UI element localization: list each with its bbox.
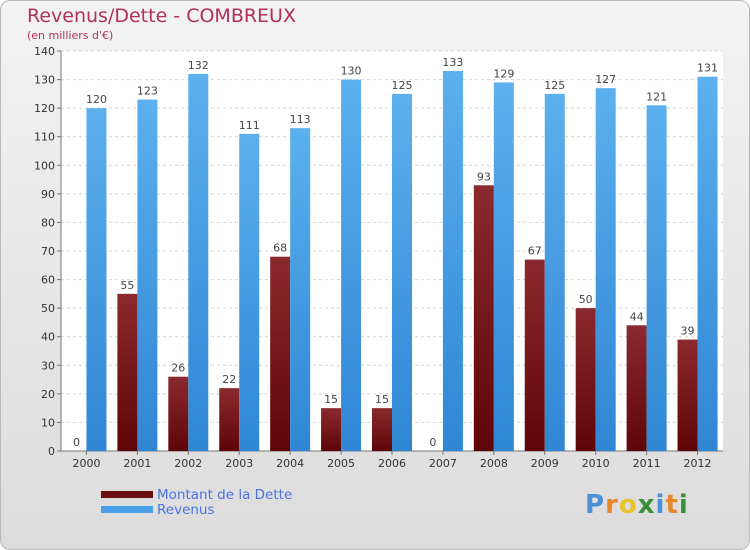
data-label-dette: 44 (630, 310, 644, 323)
bar-revenus (341, 79, 362, 452)
bar-dette (473, 185, 494, 452)
data-label-revenus: 129 (493, 67, 514, 80)
data-label-dette: 22 (222, 373, 236, 386)
legend-label-revenus: Revenus (157, 501, 215, 518)
data-label-dette: 55 (120, 279, 134, 292)
data-label-dette: 26 (171, 362, 185, 375)
logo-letter: o (618, 490, 638, 520)
data-label-revenus: 121 (646, 90, 667, 103)
x-tick-label: 2010 (582, 457, 610, 470)
x-tick-label: 2000 (72, 457, 100, 470)
bar-chart: 0 10 20 30 40 50 60 70 80 90 100 110 120 130 140 2000 0 1… (34, 45, 723, 470)
y-tick-label: 0 (48, 445, 55, 458)
bar-revenus (544, 93, 565, 451)
data-label-dette: 67 (528, 245, 542, 258)
logo-letter: x (637, 490, 656, 520)
data-label-revenus: 133 (442, 56, 463, 69)
legend-label-dette: Montant de la Dette (157, 486, 293, 503)
data-label-revenus: 125 (392, 79, 413, 92)
bar-dette (168, 376, 189, 451)
bar-revenus (493, 82, 514, 451)
data-label-revenus: 131 (697, 62, 718, 75)
bar-dette (626, 325, 647, 451)
y-tick-label: 30 (41, 359, 55, 372)
x-tick-label: 2003 (225, 457, 253, 470)
data-label-revenus: 132 (188, 59, 209, 72)
data-label-revenus: 120 (86, 93, 107, 106)
y-tick-label: 90 (41, 188, 55, 201)
data-label-dette: 93 (477, 170, 491, 183)
bar-revenus (239, 133, 260, 451)
x-tick-label: 2009 (531, 457, 559, 470)
y-tick-label: 40 (41, 331, 55, 344)
bar-revenus (86, 108, 107, 452)
logo-letter: r (605, 490, 619, 520)
y-tick-label: 70 (41, 245, 55, 258)
y-tick-label: 100 (34, 159, 55, 172)
data-label-dette: 15 (375, 393, 389, 406)
data-label-revenus: 113 (290, 113, 311, 126)
logo-letter: t (665, 490, 679, 520)
data-label-revenus: 125 (544, 79, 565, 92)
y-tick-label: 10 (41, 416, 55, 429)
data-label-dette: 68 (273, 242, 287, 255)
bar-dette (575, 308, 596, 451)
bar-revenus (442, 71, 463, 451)
y-tick-label: 20 (41, 388, 55, 401)
y-tick-label: 50 (41, 302, 55, 315)
bar-dette (372, 408, 392, 451)
y-tick-label: 80 (41, 216, 55, 229)
data-label-revenus: 111 (239, 119, 260, 132)
bar-dette (321, 408, 342, 451)
chart-subtitle: (en milliers d'€) (27, 29, 114, 42)
bar-dette (524, 259, 545, 451)
bar-dette (219, 388, 240, 451)
logo-letter: i (678, 490, 689, 520)
x-tick-label: 2004 (276, 457, 304, 470)
data-label-revenus: 123 (137, 85, 158, 98)
x-tick-label: 2011 (633, 457, 661, 470)
legend-swatch-revenus (101, 506, 153, 513)
data-label-dette: 15 (324, 393, 338, 406)
data-label-dette: 0 (429, 436, 436, 449)
x-tick-label: 2001 (123, 457, 151, 470)
bar-dette (677, 339, 698, 451)
y-tick-label: 130 (34, 74, 55, 87)
bar-revenus (697, 76, 718, 451)
y-tick-label: 110 (34, 131, 55, 144)
data-label-dette: 39 (681, 325, 695, 338)
bar-revenus (137, 99, 158, 452)
bar-revenus (595, 88, 616, 452)
x-tick-label: 2005 (327, 457, 355, 470)
x-tick-label: 2002 (174, 457, 202, 470)
chart-title: Revenus/Dette - COMBREUX (27, 5, 296, 27)
bar-dette (270, 256, 291, 451)
legend-swatch-dette (101, 491, 153, 498)
bar-revenus (392, 93, 412, 451)
bar-dette (117, 293, 138, 451)
x-tick-label: 2007 (429, 457, 457, 470)
legend: Montant de la Dette Revenus (101, 486, 293, 518)
y-tick-label: 140 (34, 45, 55, 58)
data-label-dette: 0 (73, 436, 80, 449)
bar-revenus (188, 73, 209, 451)
data-label-revenus: 127 (595, 73, 616, 86)
bar-revenus (646, 105, 667, 452)
data-label-revenus: 130 (341, 65, 362, 78)
logo-letter: i (655, 490, 666, 520)
data-label-dette: 50 (579, 293, 593, 306)
x-tick-label: 2008 (480, 457, 508, 470)
y-tick-label: 60 (41, 274, 55, 287)
x-tick-label: 2006 (378, 457, 406, 470)
proxiti-logo: Proxiti (585, 490, 689, 520)
logo-letter: P (585, 490, 606, 520)
bar-revenus (290, 128, 311, 451)
y-tick-label: 120 (34, 102, 55, 115)
x-tick-label: 2012 (684, 457, 712, 470)
legend-item-dette: Montant de la Dette (101, 486, 293, 503)
legend-item-revenus: Revenus (101, 501, 292, 518)
